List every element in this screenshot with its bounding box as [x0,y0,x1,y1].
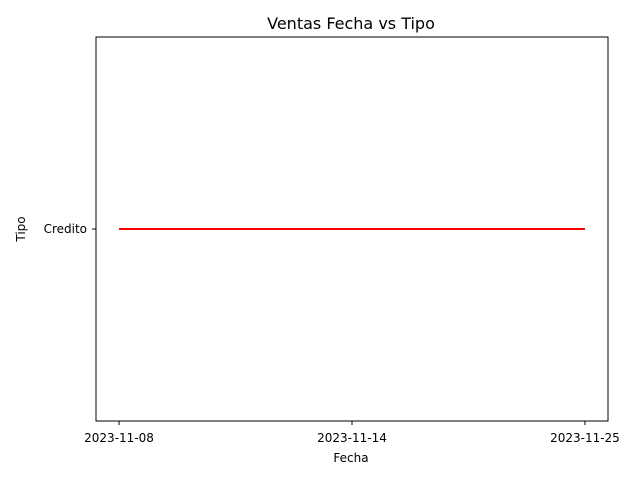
x-axis-ticks: 2023-11-08 2023-11-14 2023-11-25 [84,421,620,445]
x-axis-label: Fecha [333,451,368,465]
x-tick-label: 2023-11-25 [550,431,620,445]
x-tick-label: 2023-11-08 [84,431,154,445]
y-axis-ticks: Credito [44,222,96,236]
y-tick-label: Credito [44,222,87,236]
chart-title: Ventas Fecha vs Tipo [267,14,435,33]
x-tick-label: 2023-11-14 [317,431,387,445]
y-axis-label: Tipo [14,216,28,242]
